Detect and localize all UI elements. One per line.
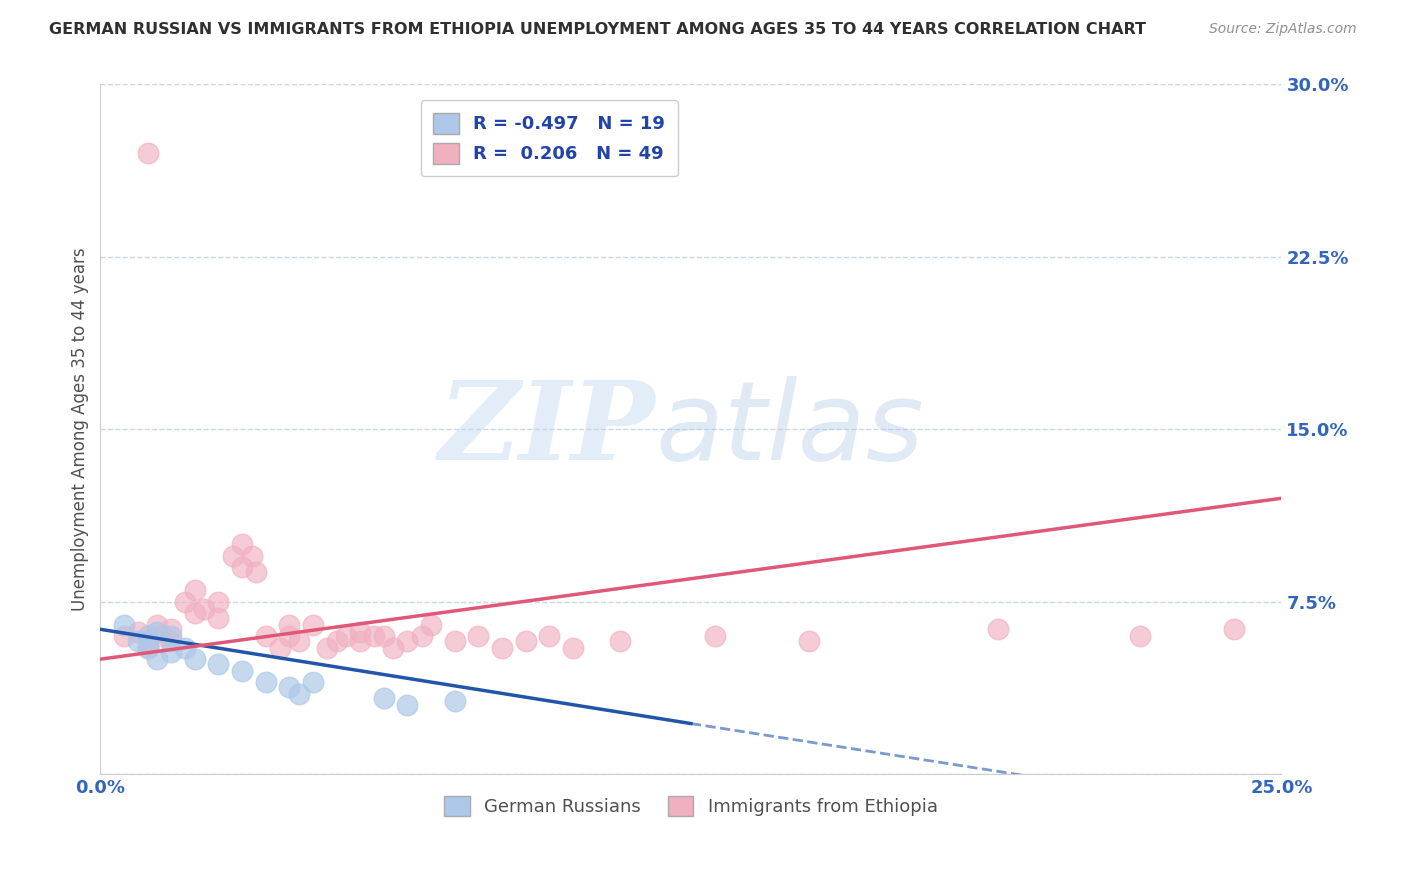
Point — [146, 624, 169, 639]
Point — [146, 652, 169, 666]
Point — [987, 622, 1010, 636]
Point — [254, 675, 277, 690]
Point — [278, 680, 301, 694]
Point — [411, 629, 433, 643]
Legend: German Russians, Immigrants from Ethiopia: German Russians, Immigrants from Ethiopi… — [437, 789, 945, 823]
Point — [254, 629, 277, 643]
Point — [245, 565, 267, 579]
Point — [491, 640, 513, 655]
Point — [1129, 629, 1152, 643]
Point — [146, 617, 169, 632]
Point — [240, 549, 263, 563]
Point — [136, 640, 159, 655]
Point — [231, 537, 253, 551]
Point — [174, 595, 197, 609]
Point — [136, 633, 159, 648]
Point — [396, 633, 419, 648]
Point — [184, 606, 207, 620]
Point — [373, 691, 395, 706]
Point — [382, 640, 405, 655]
Point — [335, 629, 357, 643]
Point — [363, 629, 385, 643]
Point — [136, 146, 159, 161]
Point — [467, 629, 489, 643]
Point — [396, 698, 419, 713]
Point — [207, 611, 229, 625]
Point — [184, 583, 207, 598]
Point — [160, 633, 183, 648]
Point — [231, 664, 253, 678]
Point — [515, 633, 537, 648]
Point — [443, 693, 465, 707]
Point — [127, 624, 149, 639]
Point — [136, 640, 159, 655]
Point — [278, 629, 301, 643]
Point — [703, 629, 725, 643]
Point — [538, 629, 561, 643]
Text: Source: ZipAtlas.com: Source: ZipAtlas.com — [1209, 22, 1357, 37]
Point — [443, 633, 465, 648]
Point — [136, 629, 159, 643]
Point — [349, 624, 371, 639]
Point — [420, 617, 443, 632]
Point — [207, 595, 229, 609]
Text: ZIP: ZIP — [439, 376, 655, 483]
Point — [269, 640, 291, 655]
Point — [160, 645, 183, 659]
Point — [160, 622, 183, 636]
Text: atlas: atlas — [655, 376, 924, 483]
Point — [561, 640, 583, 655]
Point — [150, 629, 173, 643]
Point — [349, 633, 371, 648]
Point — [184, 652, 207, 666]
Point — [112, 629, 135, 643]
Point — [1223, 622, 1246, 636]
Point — [278, 617, 301, 632]
Point — [174, 640, 197, 655]
Point — [373, 629, 395, 643]
Point — [288, 633, 311, 648]
Text: GERMAN RUSSIAN VS IMMIGRANTS FROM ETHIOPIA UNEMPLOYMENT AMONG AGES 35 TO 44 YEAR: GERMAN RUSSIAN VS IMMIGRANTS FROM ETHIOP… — [49, 22, 1146, 37]
Point — [288, 687, 311, 701]
Point — [127, 633, 149, 648]
Point — [302, 617, 325, 632]
Point — [609, 633, 631, 648]
Point — [112, 617, 135, 632]
Point — [193, 601, 215, 615]
Point — [231, 560, 253, 574]
Point — [302, 675, 325, 690]
Point — [160, 629, 183, 643]
Point — [316, 640, 339, 655]
Point — [221, 549, 243, 563]
Y-axis label: Unemployment Among Ages 35 to 44 years: Unemployment Among Ages 35 to 44 years — [72, 247, 89, 611]
Point — [325, 633, 347, 648]
Point — [797, 633, 820, 648]
Point — [207, 657, 229, 671]
